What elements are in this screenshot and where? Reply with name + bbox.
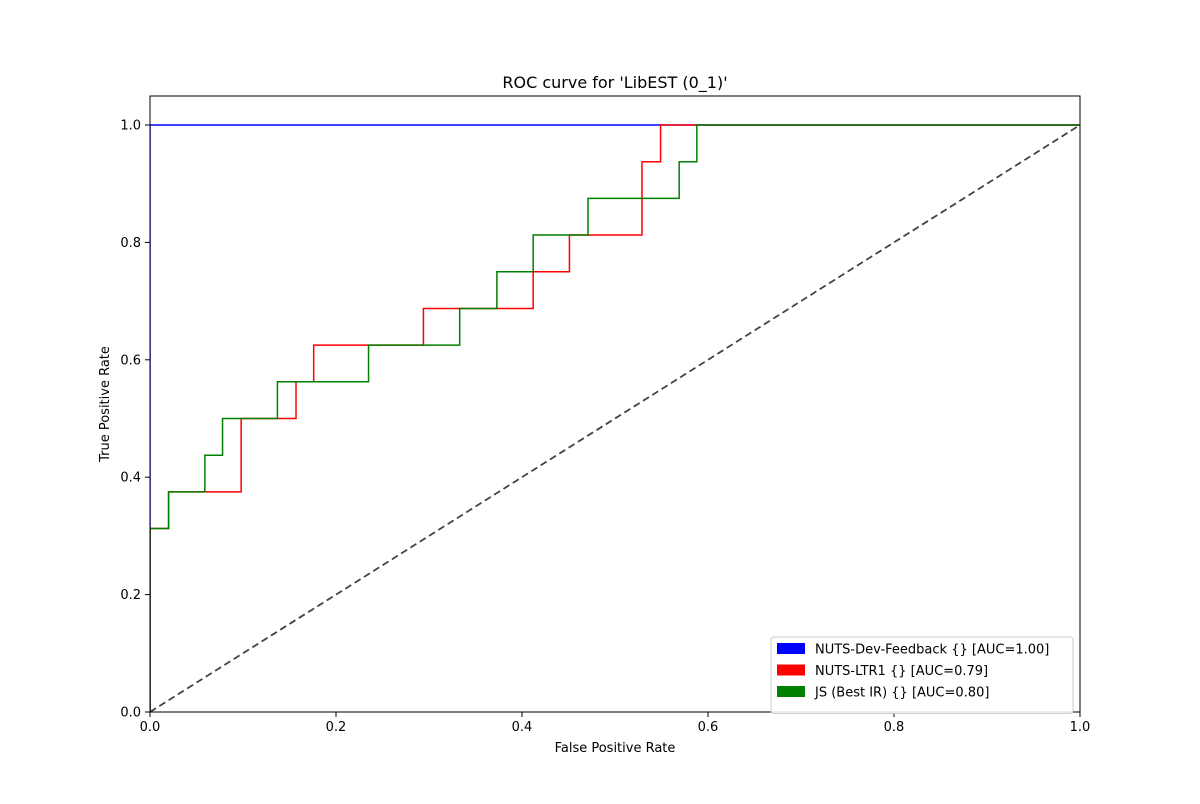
y-tick-label: 1.0 [120,119,141,134]
y-tick-label: 0.4 [120,471,141,486]
legend-swatch [777,686,805,697]
x-tick-label: 1.0 [1070,720,1091,735]
x-tick-label: 0.8 [884,720,905,735]
legend-label: JS (Best IR) {} [AUC=0.80] [814,686,989,701]
plot-frame [149,95,1081,713]
y-tick-label: 0.6 [120,353,141,368]
x-tick-label: 0.6 [698,720,719,735]
y-axis-label: True Positive Rate [98,346,113,463]
series-line-2 [150,124,1080,712]
x-axis-label: False Positive Rate [555,741,676,756]
legend-label: NUTS-LTR1 {} [AUC=0.79] [815,664,988,679]
y-tick-label: 0.8 [120,236,141,251]
legend-swatch [777,643,805,654]
y-tick-label: 0.0 [120,706,141,721]
chance-diagonal-line [150,124,1080,712]
y-tick-label: 0.2 [120,588,141,603]
legend: NUTS-Dev-Feedback {} [AUC=1.00] NUTS-LTR1… [770,636,1074,714]
x-tick-label: 0.2 [326,720,347,735]
x-tick-label: 0.4 [512,720,533,735]
legend-swatch [777,664,805,676]
chart-title: ROC curve for 'LibEST (0_1)' [502,73,727,93]
series-line-1 [150,124,1080,712]
legend-label: NUTS-Dev-Feedback {} [AUC=1.00] [815,643,1049,658]
legend-box [770,636,1074,714]
x-tick-label: 0.0 [140,720,161,735]
